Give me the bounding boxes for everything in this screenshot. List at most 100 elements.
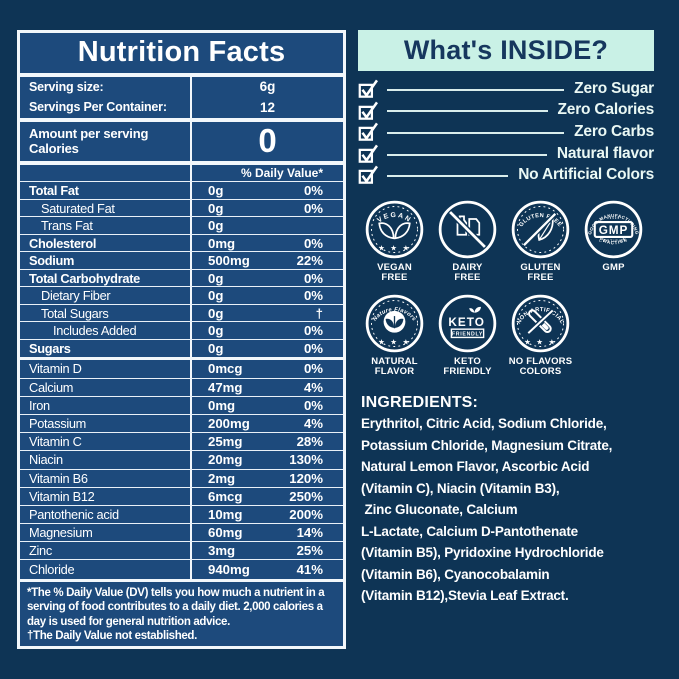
nutrient-label: Calcium bbox=[29, 379, 74, 395]
svg-text:CERTIFIED: CERTIFIED bbox=[599, 238, 628, 243]
whats-inside-title: What's INSIDE? bbox=[358, 30, 654, 71]
nutrient-values: 20mg 130% bbox=[190, 451, 343, 469]
nutrient-values: 500mg 22% bbox=[190, 252, 343, 269]
whats-inside-panel: What's INSIDE? Zero Sugar Zero Calories Ze… bbox=[358, 30, 654, 607]
nutrient-daily-value: 14% bbox=[296, 525, 323, 541]
checklist-dash-line bbox=[387, 153, 547, 156]
nutrient-values: 0mg 0% bbox=[190, 234, 343, 252]
nutrient-daily-value: † bbox=[315, 305, 323, 321]
nutrient-row: Niacin 20mg 130% bbox=[20, 451, 343, 470]
nutrient-values: 47mg 4% bbox=[190, 378, 343, 396]
nutrient-row: Chloride 940mg 41% bbox=[20, 560, 343, 579]
nutrient-amount: 0g bbox=[208, 288, 224, 304]
nutrient-label: Total Fat bbox=[29, 183, 79, 199]
nonartificial-badge-icon: NON-ARTIFICIAL★ ★ ★ bbox=[511, 294, 570, 353]
amount-per-serving-label: Amount per serving bbox=[29, 126, 149, 142]
nutrient-daily-value: 28% bbox=[296, 434, 323, 450]
ingredients-line: Erythritol, Citric Acid, Sodium Chloride… bbox=[361, 416, 607, 432]
certification-badges-row-2: Nature Flavors ★ ★ ★ NATURAL FLAVOR KETO FRIE… bbox=[358, 293, 654, 378]
ingredients-text: Erythritol, Citric Acid, Sodium Chloride… bbox=[361, 413, 654, 607]
ingredients-line: (Vitamin C), Niacin (Vitamin B3), bbox=[361, 480, 560, 496]
nutrient-label: Trans Fat bbox=[41, 218, 93, 234]
checklist-text: Zero Carbs bbox=[574, 122, 654, 140]
calories-word: Calories bbox=[29, 141, 79, 157]
nutrient-label: Total Carbohydrate bbox=[29, 270, 140, 286]
nutrient-values: 0g 0% bbox=[190, 269, 343, 287]
nature-badge-icon: Nature Flavors★ ★ ★ bbox=[365, 294, 424, 353]
badge-label: DAIRY FREE bbox=[452, 261, 483, 284]
badge-label: KETO FRIENDLY bbox=[443, 355, 492, 378]
dagger-footnote: †The Daily Value not established. bbox=[27, 630, 197, 643]
daily-value-footnote: *The % Daily Value (DV) tells you how mu… bbox=[27, 586, 325, 628]
nutrient-amount: 25mg bbox=[208, 434, 243, 450]
nutrient-daily-value: 0% bbox=[303, 288, 323, 304]
svg-text:FRIENDLY: FRIENDLY bbox=[452, 331, 483, 337]
vegan-badge-icon: VEGAN★ ★ ★ bbox=[365, 200, 424, 259]
nutrient-row: Sodium 500mg 22% bbox=[20, 252, 343, 270]
ingredients-line: (Vitamin B6), Cyanocobalamin bbox=[361, 566, 550, 582]
checked-checkbox-icon bbox=[358, 79, 379, 98]
svg-text:★ ★ ★: ★ ★ ★ bbox=[378, 243, 411, 252]
ingredients-line: (Vitamin B5), Pyridoxine Hydrochloride bbox=[361, 545, 604, 561]
ingredients-heading: INGREDIENTS: bbox=[361, 393, 479, 411]
nutrient-values: 10mg 200% bbox=[190, 505, 343, 524]
checklist-text: Natural flavor bbox=[556, 144, 654, 162]
nutrient-row: Vitamin C 25mg 28% bbox=[20, 433, 343, 452]
nutrient-row: Zinc 3mg 25% bbox=[20, 542, 343, 561]
svg-text:★ ★ ★: ★ ★ ★ bbox=[524, 337, 557, 346]
nutrient-values: 2mg 120% bbox=[190, 469, 343, 487]
checked-checkbox-icon bbox=[358, 166, 379, 185]
nutrition-facts-panel: Nutrition Facts Serving size: 6g Servings … bbox=[17, 30, 346, 649]
checklist-text: Zero Calories bbox=[557, 101, 655, 119]
nutrient-amount: 0g bbox=[208, 200, 224, 216]
badge-label: NO FLAVORS COLORS bbox=[508, 355, 573, 378]
nutrient-label: Iron bbox=[29, 397, 50, 413]
nutrient-amount: 0mg bbox=[208, 235, 236, 251]
checklist-text: Zero Sugar bbox=[574, 79, 654, 97]
badge-gluten: GLUTEN FREEGLUTENFREE bbox=[504, 199, 577, 284]
nutrient-label: Vitamin B6 bbox=[29, 470, 88, 486]
nutrient-daily-value: 200% bbox=[289, 506, 323, 522]
nutrient-row: Includes Added 0g 0% bbox=[20, 322, 343, 340]
nutrient-daily-value: 0% bbox=[303, 235, 323, 251]
nutrient-label: Potassium bbox=[29, 416, 87, 432]
nutrient-row: Vitamin D 0mcg 0% bbox=[20, 360, 343, 379]
checklist-item: Natural flavor bbox=[358, 143, 654, 165]
svg-text:GMP: GMP bbox=[599, 224, 628, 237]
nutrient-values: 0g 0% bbox=[190, 287, 343, 304]
daily-value-header-spacer bbox=[20, 165, 190, 181]
badge-label: GLUTEN FREE bbox=[520, 261, 561, 284]
serving-row-label: Servings Per Container: bbox=[29, 100, 167, 115]
calories-label: Amount per serving Calories bbox=[20, 122, 190, 162]
daily-value-header-row: % Daily Value* bbox=[20, 165, 343, 183]
ingredients-line: Zinc Gluconate, Calcium bbox=[361, 502, 518, 518]
vitamin-mineral-rows: Vitamin D 0mcg 0% Calcium 47mg 4% Iron 0mg 0% Pot… bbox=[20, 360, 343, 582]
nutrient-daily-value: 250% bbox=[289, 488, 323, 504]
ingredients-line: Potassium Chloride, Magnesium Citrate, bbox=[361, 437, 613, 453]
nutrient-row: Vitamin B6 2mg 120% bbox=[20, 469, 343, 488]
checklist-dash-line bbox=[387, 131, 565, 134]
nutrition-facts-title: Nutrition Facts bbox=[20, 33, 343, 77]
gluten-badge-icon: GLUTEN FREE bbox=[511, 200, 570, 259]
dairy-badge-icon bbox=[438, 200, 497, 259]
nutrient-amount: 20mg bbox=[208, 452, 243, 468]
svg-text:KETO: KETO bbox=[448, 316, 485, 329]
badge-label: GMP bbox=[602, 261, 625, 273]
nutrient-amount: 3mg bbox=[208, 543, 236, 559]
nutrient-amount: 10mg bbox=[208, 506, 243, 522]
nutrient-row: Magnesium 60mg 14% bbox=[20, 524, 343, 543]
nutrient-amount: 0g bbox=[208, 270, 224, 286]
badge-nature: Nature Flavors ★ ★ ★ NATURAL FLAVOR bbox=[358, 293, 431, 378]
nutrient-daily-value: 0% bbox=[303, 397, 323, 413]
nutrient-row: Total Fat 0g 0% bbox=[20, 182, 343, 200]
nutrient-values: 25mg 28% bbox=[190, 433, 343, 451]
nutrient-amount: 0g bbox=[208, 218, 224, 234]
serving-section: Serving size: 6g Servings Per Container: 12 bbox=[20, 76, 343, 122]
nutrient-amount: 47mg bbox=[208, 379, 243, 395]
nutrient-label: Saturated Fat bbox=[41, 200, 115, 216]
nutrient-values: 200mg 4% bbox=[190, 414, 343, 433]
nutrient-amount: 500mg bbox=[208, 253, 250, 269]
nutrient-label: Niacin bbox=[29, 452, 63, 468]
nutrient-values: 6mcg 250% bbox=[190, 487, 343, 505]
nutrient-label: Vitamin D bbox=[29, 361, 82, 377]
